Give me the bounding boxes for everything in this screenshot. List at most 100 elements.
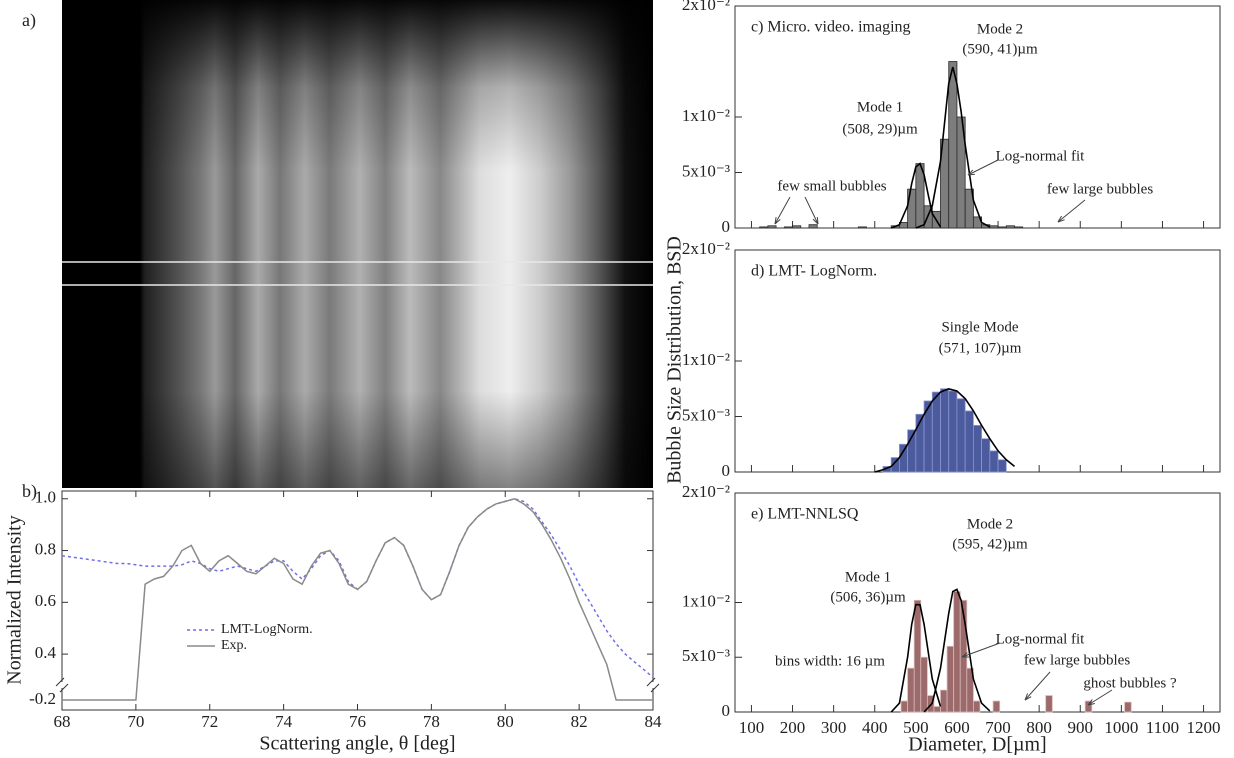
histogram-bar (1084, 700, 1093, 713)
arrow-head (961, 652, 970, 658)
histogram-bar (989, 450, 999, 473)
histogram-bar (997, 459, 1007, 473)
annotation-arrow (804, 196, 819, 225)
arrow-head (1024, 693, 1032, 701)
x-tick-label: 78 (423, 712, 440, 731)
arrow-head (774, 217, 781, 225)
histogram-bar (948, 61, 958, 229)
annotation: Single Mode (941, 319, 1018, 335)
axis-break (59, 683, 69, 693)
y-tick-label: 2x10⁻² (682, 0, 730, 14)
y-tick-label: 2x10⁻² (682, 482, 730, 501)
histogram-bar (966, 667, 974, 713)
histogram-bar (857, 226, 867, 229)
histogram-bar (940, 689, 948, 713)
annotation-arrow (774, 196, 791, 225)
y-tick-label: 5x10⁻³ (682, 405, 730, 424)
histogram-bar (972, 700, 981, 713)
annotation-arrow (1087, 689, 1113, 706)
histogram-bar (964, 410, 974, 473)
x-tick-label: 1200 (1187, 718, 1221, 737)
annotation: Mode 2 (977, 21, 1023, 37)
annotation: Log-normal fit (996, 148, 1086, 164)
y-tick-label: 0 (722, 701, 731, 720)
histogram-bar (931, 391, 941, 473)
x-tick-label: 300 (821, 718, 847, 737)
y-axis-label: Normalized Intensity (4, 515, 26, 684)
axis-break-gap (649, 682, 657, 688)
histogram-bar (767, 225, 777, 229)
histogram-bar (964, 188, 974, 229)
plot-frame (61, 490, 654, 711)
annotation: (590, 41)µm (962, 41, 1038, 57)
histogram-bar (808, 224, 818, 229)
y-tick-label: 1x10⁻² (682, 106, 730, 125)
axis-break-gap (58, 682, 66, 688)
histogram-bar (783, 226, 793, 229)
legend-label: LMT-LogNorm. (221, 622, 313, 637)
histogram-bar (900, 700, 909, 713)
histogram-bar (946, 645, 955, 713)
histogram-bar (956, 398, 966, 473)
x-tick-label: 900 (1068, 718, 1094, 737)
data-line (61, 498, 654, 678)
x-tick-label: 80 (497, 712, 514, 731)
annotation: few large bubbles (1024, 652, 1131, 668)
panel-title: e) LMT-NNLSQ (751, 506, 859, 523)
axis-break (646, 677, 656, 687)
annotation: ghost bubbles ? (1083, 675, 1177, 691)
annotation: few large bubbles (1047, 181, 1154, 197)
histogram-bar (989, 225, 999, 229)
annotation: bins width: 16 µm (775, 653, 885, 669)
histogram-bar (1045, 695, 1053, 713)
y-tick-label: 0.6 (35, 591, 56, 610)
arrow-head (812, 216, 819, 225)
y-tick-label: 0 (722, 461, 731, 480)
x-tick-label: 1100 (1146, 718, 1179, 737)
annotation: (595, 42)µm (952, 536, 1028, 552)
arrow-head (1087, 699, 1095, 706)
y-tick-label: 1x10⁻² (682, 591, 730, 610)
x-tick-label: 84 (645, 712, 663, 731)
x-tick-label: 1000 (1104, 718, 1138, 737)
histogram-bar (913, 599, 922, 713)
histogram-bar (920, 656, 928, 713)
x-tick-label: 72 (201, 712, 218, 731)
panel-title: d) LMT- LogNorm. (751, 263, 877, 280)
panel-label: a) (22, 10, 36, 31)
annotation: (508, 29)µm (842, 121, 918, 137)
annotation-arrow (967, 159, 999, 176)
histogram-bar (997, 226, 1007, 229)
histogram-bar (992, 700, 1001, 713)
x-tick-label: 74 (275, 712, 293, 731)
histogram-bar (899, 443, 909, 473)
annotation: (506, 36)µm (830, 589, 906, 605)
arrow-head (1057, 215, 1065, 223)
y-tick-label: 0.8 (35, 539, 56, 558)
annotation: Mode 2 (967, 516, 1013, 532)
fit-curve (874, 387, 1016, 473)
y-tick-label: 2x10⁻² (682, 239, 730, 258)
histogram-bar (926, 695, 935, 713)
histogram-bar (940, 388, 950, 473)
fit-curve (890, 162, 942, 229)
axis-break (650, 683, 660, 693)
annotation: few small bubbles (777, 178, 886, 194)
histogram-bar (1005, 225, 1015, 229)
x-tick-label: 100 (739, 718, 765, 737)
x-tick-label: 800 (1026, 718, 1052, 737)
y-tick-label: 5x10⁻³ (682, 161, 730, 180)
y-tick-label: -0.2 (29, 689, 56, 708)
x-axis-label: Diameter, D[µm] (908, 734, 1046, 756)
axis-break (55, 677, 65, 687)
x-tick-label: 76 (349, 712, 366, 731)
histogram-bar (759, 226, 769, 229)
annotation-arrow (1024, 671, 1051, 701)
fit-curve (915, 66, 991, 229)
x-tick-label: 68 (54, 712, 71, 731)
legend-label: Exp. (221, 638, 247, 653)
histogram-bar (972, 424, 983, 473)
histogram-bar (933, 706, 941, 713)
histogram-bar (907, 667, 915, 713)
panel-title: c) Micro. video. imaging (751, 19, 911, 36)
